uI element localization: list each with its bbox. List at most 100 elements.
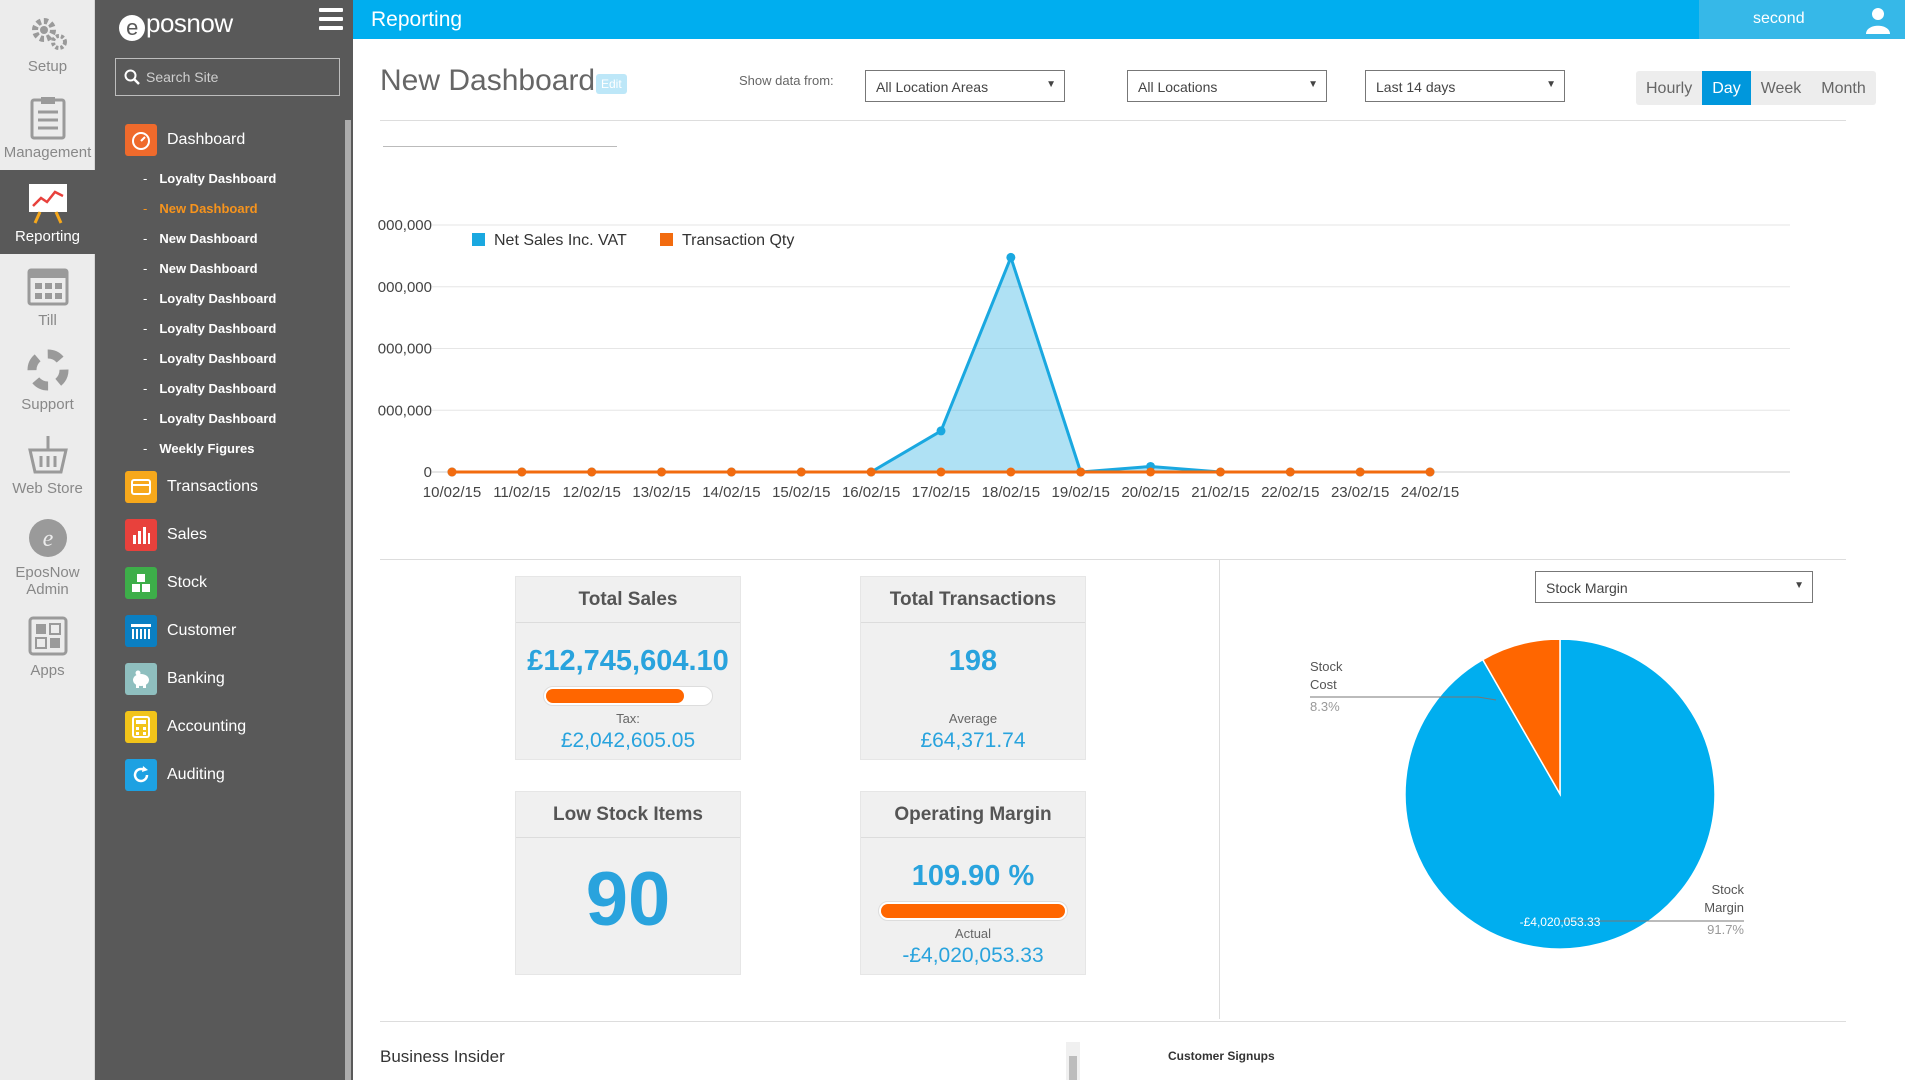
sidebar-item-transactions[interactable]: Transactions — [125, 470, 258, 504]
data-point — [1146, 467, 1156, 477]
rail-support-label: Support — [21, 396, 74, 413]
sidebar-subitem[interactable]: New Dashboard — [143, 259, 257, 279]
sidebar-subitem[interactable]: Loyalty Dashboard — [143, 169, 276, 189]
divider — [380, 120, 1846, 121]
rail-reporting[interactable]: Reporting — [0, 170, 95, 254]
sidebar-item-customer[interactable]: Customer — [125, 614, 236, 648]
sidebar-item-sales-label: Sales — [167, 526, 208, 543]
pie-leader-line — [1477, 696, 1497, 701]
sidebar-subitem[interactable]: New Dashboard — [143, 229, 257, 249]
chevron-down-icon: ▼ — [1794, 580, 1804, 591]
sidebar-subitem[interactable]: Loyalty Dashboard — [143, 349, 276, 369]
data-point — [1425, 467, 1435, 477]
sales-line-chart: 000,000 000,000 000,000 000,000 0 10/02/15 11/… — [378, 217, 1790, 501]
data-point — [657, 467, 667, 477]
data-point — [866, 467, 876, 477]
sidebar-scrollbar[interactable] — [345, 120, 351, 1080]
rail-apps-label: Apps — [30, 662, 65, 679]
location-area-select-value: All Location Areas — [876, 79, 989, 95]
sidebar-item-auditing[interactable]: Auditing — [125, 758, 225, 792]
pie-label-margin-line2: Margin — [1704, 900, 1744, 915]
pie-slice — [1481, 640, 1561, 797]
logo[interactable]: e posnow — [119, 8, 233, 41]
data-point — [1006, 467, 1016, 477]
edit-button[interactable]: Edit — [596, 74, 627, 94]
business-insider-scrollbar[interactable] — [1066, 1042, 1080, 1080]
gears-icon — [31, 18, 67, 50]
rail-web-store[interactable]: Web Store — [0, 422, 95, 506]
sidebar-item-banking[interactable]: Banking — [125, 662, 225, 696]
page-title: New Dashboard — [380, 64, 596, 97]
period-week[interactable]: Week — [1760, 80, 1802, 97]
total-sales-title: Total Sales — [516, 577, 740, 623]
search-input[interactable] — [146, 59, 336, 95]
logo-text: posnow — [146, 8, 233, 38]
x-tick-label: 24/02/15 — [1401, 484, 1459, 501]
y-tick-label: 000,000 — [378, 217, 432, 234]
rail-web-store-label: Web Store — [12, 480, 83, 497]
rail-eposnow-admin[interactable]: e EposNow Admin — [0, 506, 95, 602]
sidebar-item-sales[interactable]: Sales — [125, 518, 207, 552]
x-tick-label: 15/02/15 — [772, 484, 830, 501]
rail-support[interactable]: Support — [0, 338, 95, 422]
location-select[interactable]: All Locations ▼ — [1127, 70, 1327, 102]
rail-till[interactable]: Till — [0, 254, 95, 338]
location-select-value: All Locations — [1138, 79, 1218, 95]
operating-margin-title: Operating Margin — [861, 792, 1085, 838]
period-month[interactable]: Month — [1821, 80, 1866, 97]
data-point — [447, 467, 457, 477]
sidebar-subitem[interactable]: Loyalty Dashboard — [143, 379, 276, 399]
date-range-select-value: Last 14 days — [1376, 79, 1456, 95]
chevron-down-icon: ▼ — [1308, 79, 1318, 90]
date-range-select[interactable]: Last 14 days ▼ — [1365, 70, 1565, 102]
x-tick-label: 20/02/15 — [1121, 484, 1179, 501]
data-point — [1076, 467, 1086, 477]
user-menu[interactable]: second — [1699, 0, 1905, 39]
sidebar-subitem-active[interactable]: New Dashboard — [143, 199, 257, 219]
tax-label: Tax: — [616, 711, 640, 726]
pie-metric-select[interactable]: Stock Margin ▼ — [1535, 571, 1813, 603]
legend-swatch — [660, 233, 673, 246]
x-tick-label: 22/02/15 — [1261, 484, 1319, 501]
sidebar-subitem[interactable]: Loyalty Dashboard — [143, 319, 276, 339]
clipboard-icon — [30, 97, 65, 140]
sidebar-subitem[interactable]: Loyalty Dashboard — [143, 289, 276, 309]
total-sales-value: £12,745,604.10 — [527, 645, 729, 677]
total-transactions-value: 198 — [948, 645, 998, 677]
rail-till-label: Till — [38, 312, 57, 329]
sidebar-item-stock[interactable]: Stock — [125, 566, 207, 600]
data-point — [1006, 252, 1016, 262]
pie-inner-label: -£4,020,053.33 — [1520, 915, 1601, 929]
sidebar-subitem[interactable]: Loyalty Dashboard — [143, 409, 276, 429]
total-sales-progress — [543, 686, 713, 706]
sidebar-subitem[interactable]: Weekly Figures — [143, 439, 254, 459]
rail-setup[interactable]: Setup — [0, 0, 95, 84]
search-box — [115, 58, 340, 96]
menu-toggle-icon[interactable] — [319, 8, 343, 32]
section-title: Reporting — [371, 8, 463, 31]
data-point — [587, 467, 597, 477]
location-area-select[interactable]: All Location Areas ▼ — [865, 70, 1065, 102]
data-point — [1215, 467, 1225, 477]
rail-apps[interactable]: Apps — [0, 604, 95, 688]
average-value: £64,371.74 — [920, 729, 1026, 752]
chevron-down-icon: ▼ — [1546, 79, 1556, 90]
data-point — [1355, 467, 1365, 477]
y-tick-label: 000,000 — [378, 402, 432, 419]
low-stock-card: Low Stock Items 90 — [515, 791, 741, 975]
x-tick-label: 16/02/15 — [842, 484, 900, 501]
period-hourly[interactable]: Hourly — [1646, 80, 1693, 97]
rail-management[interactable]: Management — [0, 86, 95, 170]
period-day[interactable]: Day — [1702, 71, 1751, 105]
admin-icon: e — [28, 519, 67, 557]
sidebar-item-transactions-label: Transactions — [167, 478, 258, 495]
data-point — [796, 467, 806, 477]
tax-value: £2,042,605.05 — [560, 729, 696, 752]
sidebar-item-accounting[interactable]: Accounting — [125, 710, 246, 744]
customers-icon — [125, 615, 157, 647]
sidebar-item-stock-label: Stock — [167, 574, 208, 591]
x-tick-label: 11/02/15 — [493, 484, 550, 501]
scroll-thumb[interactable] — [1069, 1056, 1077, 1080]
sidebar-item-dashboard[interactable]: Dashboard — [125, 123, 245, 157]
legend-swatch — [472, 233, 485, 246]
